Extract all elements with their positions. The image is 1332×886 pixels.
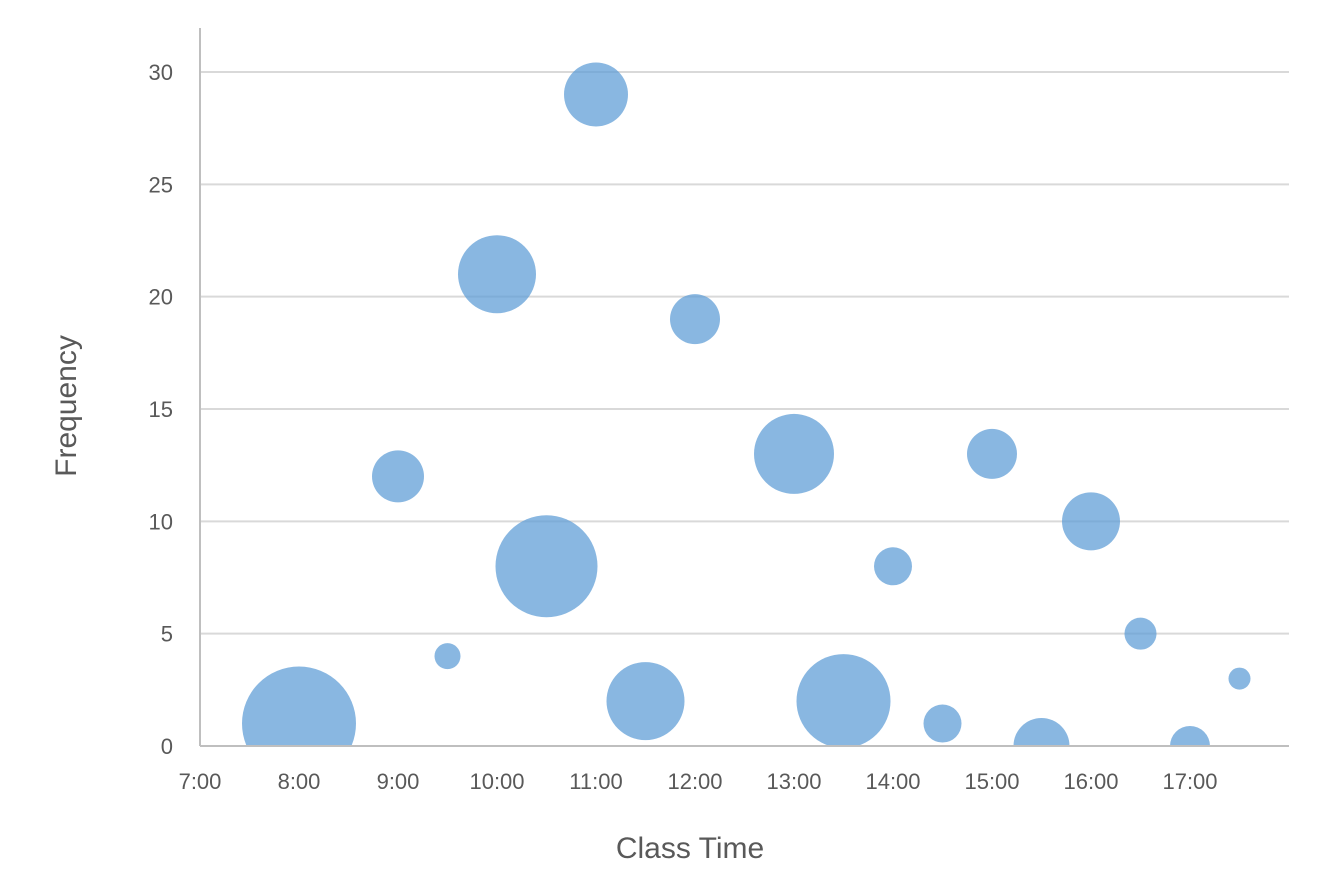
y-tick-label: 15 (149, 397, 173, 422)
bubble-point (1228, 667, 1251, 690)
x-tick-label: 15:00 (964, 769, 1019, 794)
x-tick-label: 10:00 (469, 769, 524, 794)
x-tick-label: 14:00 (865, 769, 920, 794)
x-tick-label: 7:00 (179, 769, 222, 794)
y-tick-label: 0 (161, 734, 173, 759)
bubble-point (564, 62, 628, 127)
bubble-point (967, 428, 1017, 479)
bubble-point (495, 515, 598, 618)
bubble-point (874, 547, 912, 586)
x-tick-labels: 7:00 8:00 9:00 10:00 11:00 12:00 13:00 14:00 15:… (179, 769, 1218, 794)
bubble-point (458, 235, 536, 314)
x-tick-label: 11:00 (569, 769, 622, 794)
y-tick-label: 30 (149, 60, 173, 85)
x-tick-label: 8:00 (278, 769, 321, 794)
gridlines (200, 71, 1289, 635)
y-tick-label: 25 (149, 172, 173, 197)
bubble-point (796, 654, 891, 746)
y-axis-title: Frequency (50, 335, 83, 477)
bubble-point (606, 662, 685, 741)
bubble-point (434, 643, 461, 670)
bubble-point (372, 450, 424, 503)
x-tick-label: 9:00 (377, 769, 420, 794)
x-tick-label: 16:00 (1063, 769, 1118, 794)
x-axis-title: Class Time (616, 832, 764, 865)
bubble-point (1013, 718, 1070, 746)
y-tick-labels: 0 5 10 15 20 25 30 (149, 60, 173, 759)
x-tick-label: 17:00 (1162, 769, 1217, 794)
y-tick-label: 10 (149, 509, 173, 534)
bubbles (242, 62, 1251, 746)
bubble-point (923, 704, 962, 743)
x-tick-label: 13:00 (766, 769, 821, 794)
y-tick-label: 20 (149, 285, 173, 310)
bubble-point (670, 294, 720, 345)
bubble-point (1062, 492, 1120, 551)
bubble-point (1124, 617, 1157, 650)
x-tick-label: 12:00 (667, 769, 722, 794)
y-tick-label: 5 (161, 622, 173, 647)
bubble-point (754, 413, 834, 494)
bubble-point (1170, 726, 1210, 746)
bubble-point (242, 666, 356, 746)
